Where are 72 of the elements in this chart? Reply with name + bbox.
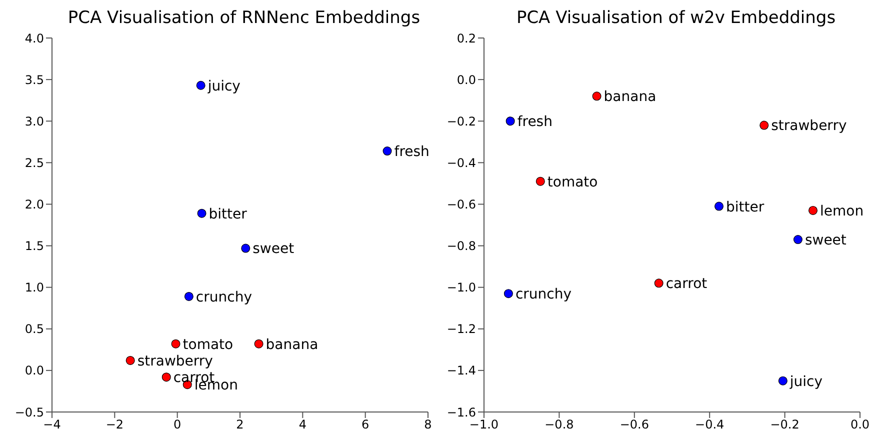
point bbox=[793, 235, 802, 244]
x-tick-label: −0.8 bbox=[544, 418, 574, 432]
annotation: banana bbox=[604, 89, 656, 106]
point bbox=[506, 116, 515, 126]
point bbox=[241, 244, 250, 253]
annotation: tomato bbox=[547, 174, 598, 190]
point bbox=[592, 92, 602, 101]
y-tick-label: 3.0 bbox=[24, 114, 44, 128]
point bbox=[760, 120, 769, 130]
annotation: sweet bbox=[804, 232, 847, 249]
x-tick-label: −2 bbox=[106, 418, 124, 432]
point bbox=[254, 339, 264, 348]
x-tick-label: 0.0 bbox=[850, 418, 870, 432]
x-tick-label: 4 bbox=[298, 418, 306, 432]
point bbox=[171, 339, 180, 348]
chart-title: PCA Visualisation of RNNenc Embeddings bbox=[66, 8, 422, 30]
x-tick-label: −0.4 bbox=[695, 418, 724, 432]
point bbox=[714, 202, 724, 211]
y-tick-label: 2.5 bbox=[24, 156, 44, 170]
point bbox=[654, 278, 664, 288]
point bbox=[536, 176, 545, 186]
y-tick-label: −0.6 bbox=[446, 197, 476, 212]
point bbox=[778, 376, 788, 386]
y-tick-label: 4.0 bbox=[24, 31, 44, 46]
annotation: tomato bbox=[182, 336, 234, 353]
y-tick-label: 0.2 bbox=[456, 31, 476, 46]
y-tick-label: −0.4 bbox=[446, 156, 476, 170]
annotation: crunchy bbox=[515, 286, 572, 303]
y-tick-label: −1.6 bbox=[446, 405, 476, 420]
point bbox=[126, 356, 135, 365]
annotation: juicy bbox=[206, 78, 240, 94]
annotation: strawberry bbox=[137, 353, 213, 370]
annotation: lemon bbox=[820, 203, 864, 220]
y-tick-label: 0.0 bbox=[24, 364, 44, 378]
y-tick-label: 2.0 bbox=[24, 197, 44, 212]
annotation: fresh bbox=[517, 114, 552, 130]
y-tick-label: −1.4 bbox=[446, 364, 476, 378]
point bbox=[808, 206, 818, 215]
annotation: bitter bbox=[726, 199, 764, 216]
y-tick-label: −0.8 bbox=[446, 239, 476, 254]
x-tick-label: −1.0 bbox=[469, 418, 499, 432]
y-tick-label: 0.5 bbox=[24, 322, 44, 336]
annotation: fresh bbox=[394, 144, 430, 160]
x-tick-label: −0.6 bbox=[620, 418, 649, 432]
annotation: carrot bbox=[666, 276, 708, 292]
x-tick-label: 0 bbox=[174, 418, 182, 432]
x-tick-label: −0.2 bbox=[770, 418, 800, 432]
annotation: juicy bbox=[788, 374, 823, 390]
point bbox=[504, 289, 513, 298]
x-tick-label: −4 bbox=[43, 418, 61, 432]
y-tick-label: 3.5 bbox=[24, 72, 44, 87]
point bbox=[184, 292, 194, 301]
x-tick-label: 8 bbox=[424, 418, 432, 432]
point bbox=[197, 208, 206, 218]
y-tick-label: 1.0 bbox=[24, 280, 44, 295]
annotation: bitter bbox=[208, 206, 248, 222]
annotation: sweet bbox=[252, 241, 295, 258]
chart-title: PCA Visualisation of w2v Embeddings bbox=[515, 8, 837, 30]
annotation: banana bbox=[266, 336, 318, 353]
x-tick-label: 6 bbox=[362, 418, 370, 432]
annotation: strawberry bbox=[771, 118, 847, 134]
y-tick-label: −0.2 bbox=[446, 114, 476, 128]
y-tick-label: −1.0 bbox=[446, 280, 476, 295]
point bbox=[162, 372, 171, 382]
y-tick-label: −1.2 bbox=[446, 322, 476, 336]
annotation: crunchy bbox=[196, 289, 252, 306]
point bbox=[382, 146, 392, 156]
y-tick-label: −0.5 bbox=[14, 405, 44, 420]
point bbox=[196, 80, 206, 90]
x-tick-label: 2 bbox=[236, 418, 244, 432]
y-tick-label: 1.5 bbox=[24, 239, 44, 254]
y-tick-label: 0.0 bbox=[456, 72, 476, 87]
